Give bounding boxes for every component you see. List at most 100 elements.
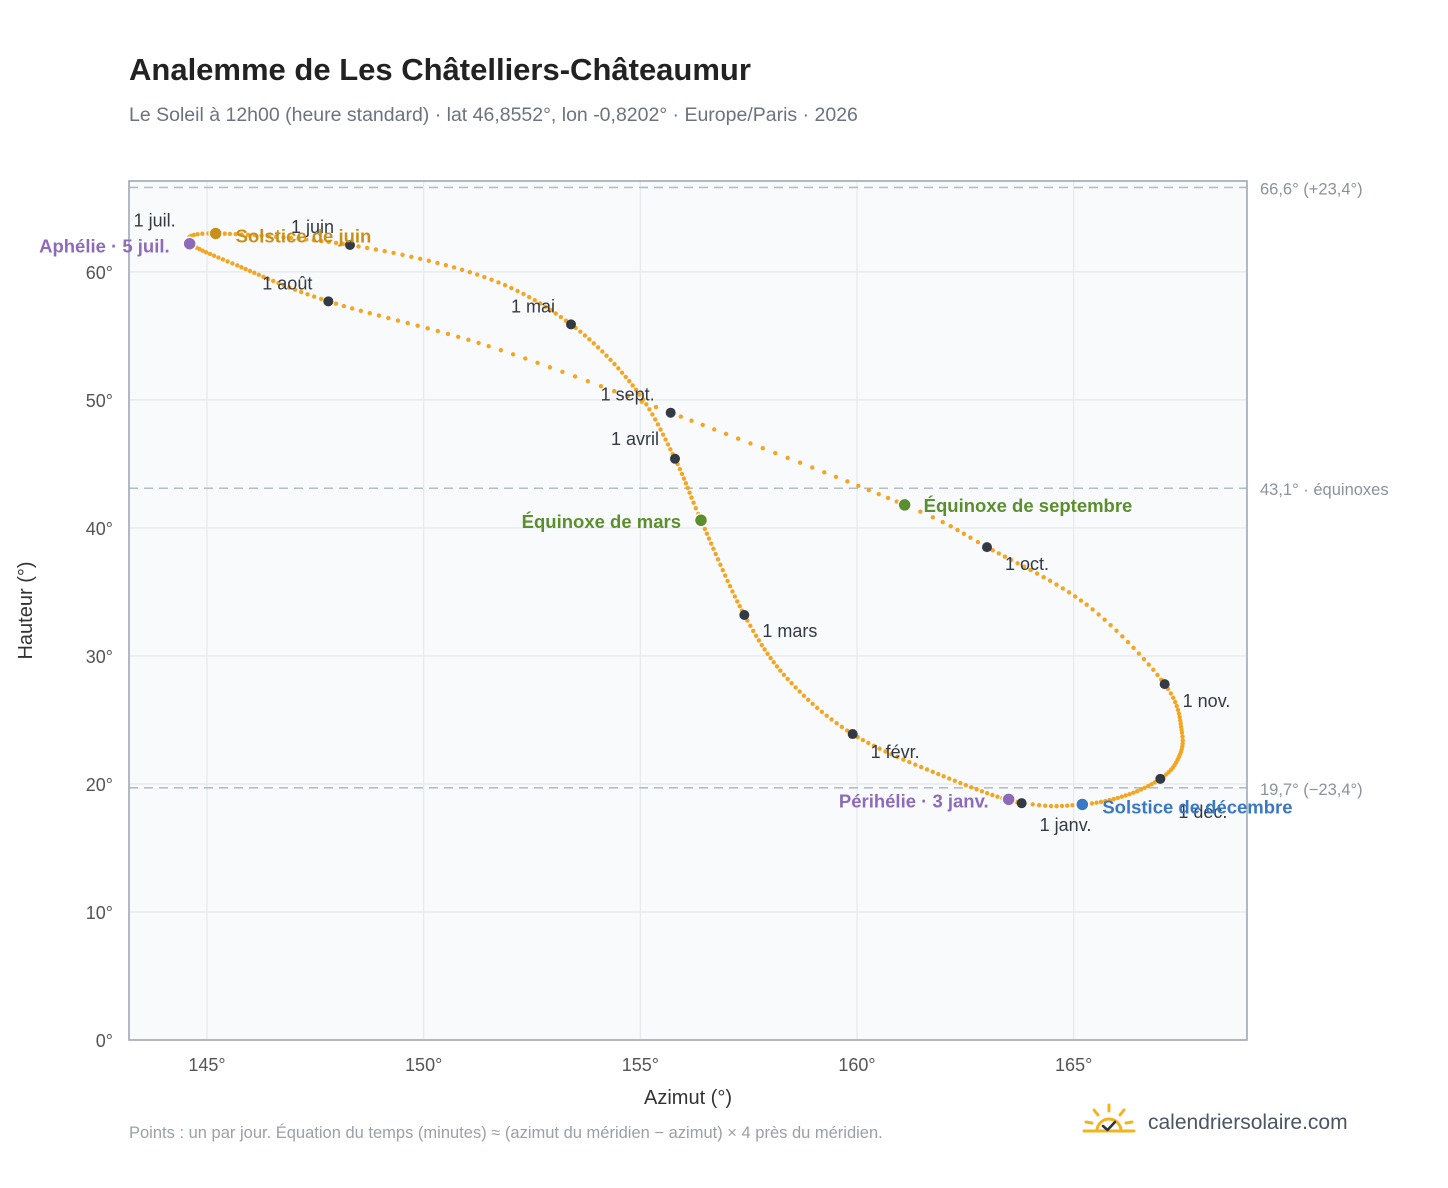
- sun-position-point: [558, 314, 564, 320]
- event-label: Équinoxe de mars: [522, 511, 681, 532]
- footnote: Points : un par jour. Équation du temps …: [129, 1124, 883, 1142]
- sun-position-point: [445, 331, 451, 337]
- sun-position-point: [630, 383, 635, 388]
- sun-position-point: [1176, 711, 1182, 716]
- sun-position-point: [273, 234, 279, 239]
- y-tick-label: 30°: [86, 647, 113, 667]
- sun-check-icon: [1082, 1103, 1136, 1144]
- brand-name[interactable]: calendriersolaire.com: [1148, 1111, 1348, 1134]
- sun-position-point: [856, 483, 861, 489]
- sun-position-point: [1138, 787, 1144, 792]
- sun-position-point: [678, 414, 684, 419]
- sun-position-point: [405, 320, 410, 326]
- y-tick-label: 40°: [86, 519, 113, 539]
- sun-position-point: [720, 567, 725, 573]
- sun-position-point: [771, 660, 776, 665]
- sun-position-point: [386, 315, 391, 321]
- sun-position-point: [810, 701, 815, 707]
- sun-position-point: [578, 329, 583, 334]
- sun-position-point: [785, 676, 790, 682]
- y-tick-label: 0°: [96, 1031, 113, 1051]
- sun-position-point: [311, 238, 317, 243]
- sun-position-point: [712, 427, 717, 432]
- sun-position-point: [435, 260, 440, 266]
- sun-position-point: [1072, 594, 1078, 599]
- brand[interactable]: calendriersolaire.com: [1082, 1103, 1348, 1143]
- sun-position-point: [866, 740, 871, 746]
- sun-position-point: [222, 231, 227, 236]
- sun-position-point: [608, 357, 613, 363]
- sun-position-point: [319, 238, 324, 244]
- sun-position-point: [876, 491, 881, 497]
- sun-position-point: [247, 268, 253, 274]
- sun-position-point: [211, 253, 217, 258]
- sun-position-point: [829, 717, 834, 722]
- y-tick-label: 60°: [86, 263, 113, 283]
- sun-position-point: [1002, 554, 1008, 559]
- sun-position-point: [653, 417, 658, 422]
- sun-position-point: [1131, 645, 1136, 651]
- sun-position-point: [425, 326, 430, 331]
- sun-position-point: [995, 794, 1000, 799]
- sun-position-point: [1111, 796, 1116, 802]
- month-marker: [1159, 679, 1170, 690]
- sun-position-point: [639, 399, 644, 404]
- sun-position-point: [1043, 803, 1048, 808]
- sun-position-point: [489, 277, 494, 282]
- sun-position-point: [715, 557, 721, 562]
- sun-position-point: [665, 442, 671, 447]
- sun-position-point: [1090, 607, 1095, 612]
- sun-position-point: [521, 291, 526, 297]
- sun-position-point: [553, 311, 559, 316]
- sun-position-point: [1171, 695, 1176, 701]
- sun-position-point: [765, 651, 770, 656]
- chart-title: Analemme de Les Châtelliers-Châteaumur: [129, 52, 751, 87]
- sun-position-point: [845, 479, 850, 484]
- sun-position-point: [1041, 575, 1046, 580]
- sun-position-point: [723, 431, 729, 437]
- sun-position-point: [871, 743, 877, 749]
- sun-position-point: [1048, 803, 1054, 809]
- sun-position-point: [509, 285, 514, 291]
- sun-position-point: [510, 352, 516, 357]
- sun-position-point: [947, 776, 952, 781]
- sun-position-point: [1180, 734, 1185, 739]
- sun-position-point: [691, 500, 696, 505]
- sun-position-point: [203, 250, 209, 255]
- sun-position-point: [1059, 803, 1065, 809]
- sun-position-point: [940, 519, 945, 525]
- sun-position-point: [627, 379, 632, 384]
- sun-position-point: [239, 265, 244, 270]
- month-marker: [323, 296, 334, 307]
- sun-position-point: [996, 551, 1001, 556]
- sun-position-point: [276, 280, 281, 286]
- sun-position-point: [305, 292, 310, 297]
- sun-position-point: [288, 235, 294, 241]
- month-marker-label: 1 juin: [291, 217, 334, 237]
- sun-position-point: [1107, 797, 1112, 803]
- event-label: Solstice de juin: [236, 225, 372, 246]
- sun-position-point: [435, 328, 441, 334]
- sun-position-point: [647, 407, 652, 412]
- sun-position-point: [475, 272, 480, 277]
- sun-position-point: [797, 460, 803, 465]
- sun-position-point: [877, 746, 882, 751]
- sun-position-point: [587, 337, 592, 342]
- sun-position-point: [687, 490, 692, 495]
- sun-position-point: [633, 387, 639, 392]
- sun-position-point: [930, 769, 935, 775]
- sun-position-point: [318, 296, 324, 302]
- sun-position-point: [200, 248, 205, 253]
- sun-position-point: [233, 231, 238, 237]
- sun-position-point: [243, 266, 248, 272]
- sun-position-point: [358, 308, 364, 314]
- sun-position-point: [901, 757, 906, 762]
- sun-position-point: [259, 233, 264, 238]
- sun-position-point: [595, 345, 601, 350]
- sun-position-point: [333, 301, 339, 306]
- sun-position-point: [990, 792, 995, 798]
- sun-position-point: [326, 239, 332, 245]
- sun-position-point: [523, 356, 528, 361]
- event-marker: [208, 226, 223, 241]
